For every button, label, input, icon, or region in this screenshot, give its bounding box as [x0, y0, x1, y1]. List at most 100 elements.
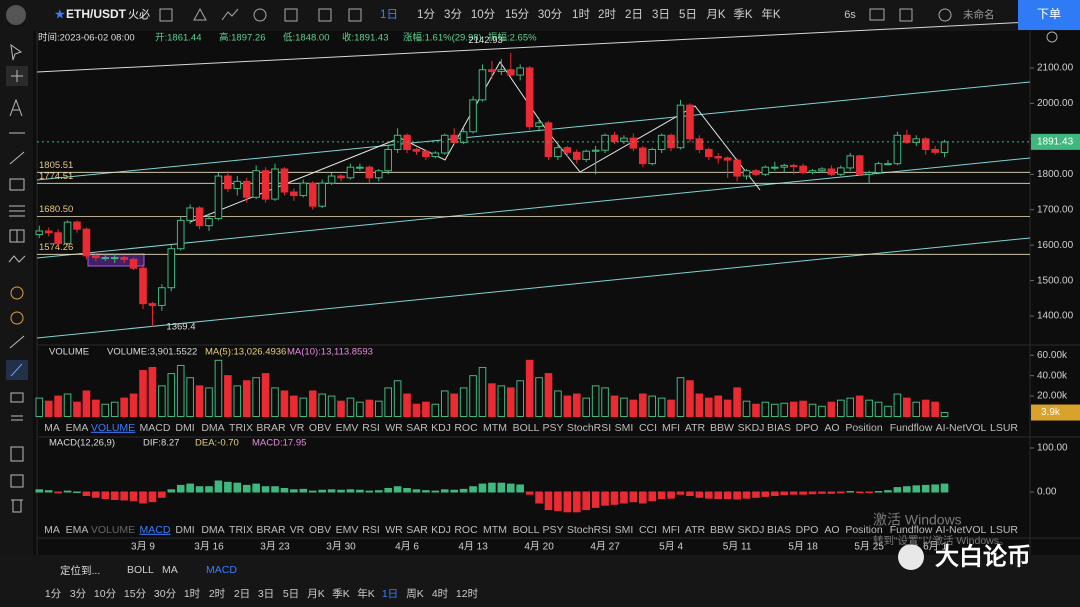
- indicator-tab[interactable]: EMV: [336, 524, 359, 536]
- bottom-timeframe[interactable]: 5日: [283, 588, 299, 600]
- indicator-tab[interactable]: MACD: [140, 422, 171, 434]
- bottom-timeframe[interactable]: 季K: [332, 588, 350, 600]
- indicator-tab[interactable]: EMA: [66, 524, 89, 536]
- fib-icon[interactable]: [9, 205, 25, 217]
- timeframe[interactable]: 2时: [598, 8, 616, 21]
- indicator-tab[interactable]: BBW: [710, 422, 734, 434]
- indicator-tab[interactable]: DMI: [175, 422, 194, 434]
- indicator-tab[interactable]: BRAR: [256, 422, 286, 434]
- indicator-tab[interactable]: MFI: [662, 524, 680, 536]
- indicator-tab[interactable]: RSI: [362, 524, 380, 536]
- indicator-tab[interactable]: SMI: [615, 422, 634, 434]
- indicator-tab[interactable]: Fundflow: [890, 422, 933, 434]
- indicator-tab[interactable]: WR: [385, 524, 403, 536]
- indicator-tab[interactable]: MACD: [140, 524, 171, 536]
- order-button[interactable]: [1018, 0, 1080, 30]
- ruler-icon[interactable]: [9, 335, 25, 349]
- indicator-tab[interactable]: BOLL: [513, 524, 540, 536]
- add-icon[interactable]: [159, 8, 173, 22]
- layers-icon[interactable]: [10, 446, 24, 462]
- indicator-tab[interactable]: LSUR: [990, 524, 1018, 536]
- timeframe[interactable]: 3日: [652, 9, 670, 21]
- indicator-tab[interactable]: VR: [290, 422, 305, 434]
- pattern-icon[interactable]: [10, 311, 24, 325]
- fullscreen-icon[interactable]: [348, 8, 362, 22]
- indicator-tab[interactable]: Fundflow: [890, 524, 933, 536]
- lock-icon[interactable]: [10, 392, 24, 403]
- indicator-tab[interactable]: VR: [290, 524, 305, 536]
- indicator-tab[interactable]: SAR: [406, 422, 428, 434]
- timeframe[interactable]: 5日: [679, 9, 697, 21]
- list-icon[interactable]: [10, 474, 24, 488]
- indicator-tab[interactable]: MA: [44, 524, 60, 536]
- indicator-tab[interactable]: KDJ: [431, 422, 451, 434]
- layout-name[interactable]: 未命名: [963, 8, 995, 21]
- wave-icon[interactable]: [8, 255, 26, 263]
- symbol[interactable]: ETH/USDT: [66, 7, 127, 21]
- pattern-icon[interactable]: [10, 286, 24, 300]
- indicator-tab[interactable]: Position: [845, 422, 883, 434]
- eye-icon[interactable]: [11, 415, 23, 421]
- indicator-tab[interactable]: CCI: [639, 524, 657, 536]
- indicator-tab[interactable]: OBV: [309, 422, 331, 434]
- indicator-tab[interactable]: ATR: [685, 524, 706, 536]
- bottom-timeframe[interactable]: 15分: [124, 588, 147, 600]
- bottom-timeframe[interactable]: 30分: [154, 588, 177, 600]
- indicator-tab[interactable]: VOLUME: [91, 422, 135, 434]
- timeframe[interactable]: 30分: [538, 8, 563, 21]
- panel-title[interactable]: VOLUME: [49, 347, 89, 358]
- indicator-tab[interactable]: BBW: [710, 524, 734, 536]
- camera-icon[interactable]: [869, 8, 885, 21]
- indicator-tab[interactable]: ATR: [685, 422, 706, 434]
- indicator-tab[interactable]: Position: [845, 524, 883, 536]
- timeframe[interactable]: 月K: [706, 9, 725, 21]
- trend-icon[interactable]: [9, 151, 25, 165]
- bottom-timeframe[interactable]: 3日: [258, 588, 274, 600]
- indicator-tab[interactable]: AI-NetVOL: [936, 422, 987, 434]
- indicator-tab[interactable]: MA: [44, 422, 60, 434]
- indicator-tab[interactable]: BIAS: [767, 524, 791, 536]
- chart-type-icon[interactable]: [221, 8, 239, 21]
- search-icon[interactable]: [1046, 31, 1058, 43]
- indicator-tab[interactable]: DPO: [796, 422, 819, 434]
- bottom-timeframe[interactable]: 年K: [357, 587, 375, 600]
- timeframe[interactable]: 年K: [761, 7, 780, 21]
- timeframe[interactable]: 季K: [733, 8, 752, 21]
- text-icon[interactable]: [9, 98, 23, 117]
- bottom-timeframe[interactable]: 1日: [382, 588, 398, 600]
- grid-icon[interactable]: [9, 229, 25, 243]
- refresh[interactable]: 6s: [844, 9, 856, 21]
- indicator-tab[interactable]: MTM: [483, 524, 507, 536]
- indicator-tab[interactable]: PSY: [542, 422, 563, 434]
- timeframe[interactable]: 1分: [417, 8, 435, 21]
- indicator-tab[interactable]: OBV: [309, 524, 331, 536]
- indicator-tab[interactable]: StochRSI: [567, 524, 611, 536]
- timeframe[interactable]: 1日: [380, 9, 398, 21]
- indicator-tab[interactable]: LSUR: [990, 422, 1018, 434]
- bottom-timeframe[interactable]: 月K: [307, 588, 325, 600]
- crosshair-icon[interactable]: [11, 70, 23, 82]
- indicator-tab[interactable]: TRIX: [229, 524, 253, 536]
- indicator-tab[interactable]: CCI: [639, 422, 657, 434]
- layout-icon[interactable]: [318, 8, 332, 22]
- indicator-tab[interactable]: DMA: [201, 422, 224, 434]
- indicator-tab[interactable]: SMI: [615, 524, 634, 536]
- indicator-tab[interactable]: EMV: [336, 422, 359, 434]
- indicator-tab[interactable]: SKDJ: [738, 524, 765, 536]
- settings-icon[interactable]: [253, 8, 267, 22]
- bottom-timeframe[interactable]: 10分: [94, 588, 117, 600]
- expand-icon[interactable]: [899, 8, 913, 22]
- indicator-tab[interactable]: MTM: [483, 422, 507, 434]
- indicator-tab[interactable]: DMI: [175, 524, 194, 536]
- star-icon[interactable]: ★: [54, 6, 66, 21]
- study[interactable]: BOLL: [127, 564, 154, 576]
- indicator-tab[interactable]: KDJ: [431, 524, 451, 536]
- bottom-timeframe[interactable]: 2时: [209, 588, 226, 600]
- timeframe[interactable]: 15分: [505, 8, 530, 21]
- indicator-tab[interactable]: AO: [824, 422, 839, 434]
- indicator-tab[interactable]: MFI: [662, 422, 680, 434]
- timeframe[interactable]: 10分: [471, 8, 496, 21]
- snapshot-icon[interactable]: [284, 8, 298, 22]
- timeframe[interactable]: 2日: [625, 9, 643, 21]
- indicator-tab[interactable]: SKDJ: [738, 422, 765, 434]
